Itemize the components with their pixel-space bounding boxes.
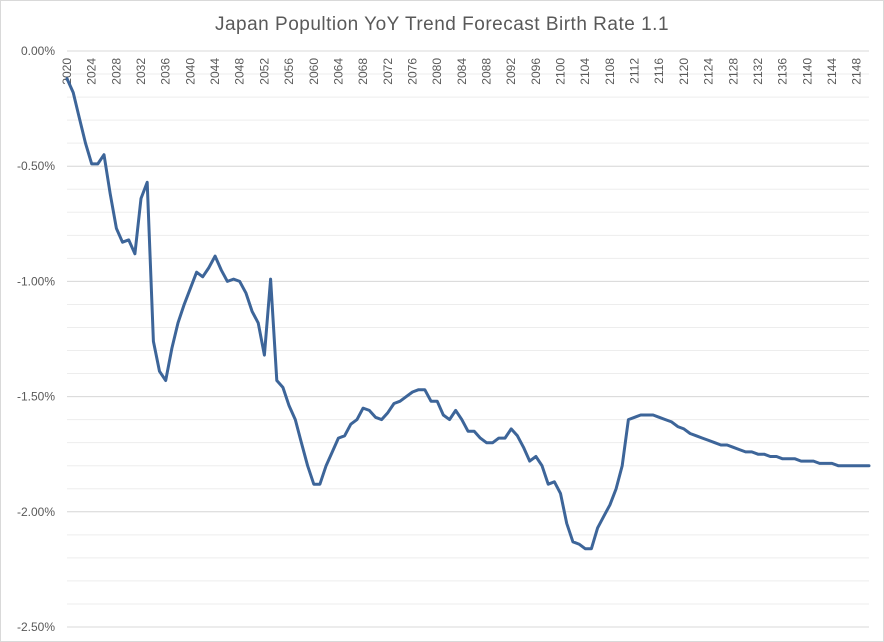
x-tick-label: 2020 bbox=[60, 58, 74, 85]
x-tick-label: 2116 bbox=[652, 58, 666, 84]
x-tick-label: 2076 bbox=[405, 58, 419, 85]
x-tick-label: 2136 bbox=[776, 58, 790, 85]
series-line bbox=[65, 77, 871, 551]
y-tick-label: -0.50% bbox=[17, 159, 55, 173]
x-tick-label: 2028 bbox=[109, 58, 123, 85]
x-tick-label: 2088 bbox=[480, 58, 494, 85]
y-tick-label: -2.00% bbox=[17, 505, 55, 519]
x-tick-label: 2036 bbox=[159, 58, 173, 85]
x-tick-label: 2084 bbox=[455, 58, 469, 85]
x-tick-label: 2140 bbox=[800, 58, 814, 85]
y-tick-label: -2.50% bbox=[17, 620, 55, 634]
x-tick-label: 2044 bbox=[208, 58, 222, 85]
x-tick-label: 2056 bbox=[282, 58, 296, 85]
x-tick-label: 2060 bbox=[307, 58, 321, 85]
x-tick-label: 2144 bbox=[825, 58, 839, 85]
x-tick-label: 2048 bbox=[233, 58, 247, 85]
x-tick-label: 2072 bbox=[381, 58, 395, 85]
chart-title: Japan Popultion YoY Trend Forecast Birth… bbox=[215, 14, 669, 35]
gridlines bbox=[67, 50, 869, 628]
x-tick-label: 2148 bbox=[850, 58, 864, 85]
x-tick-label: 2104 bbox=[578, 58, 592, 85]
x-tick-label: 2124 bbox=[702, 58, 716, 85]
x-tick-label: 2100 bbox=[554, 58, 568, 85]
y-axis-tick-labels: 0.00% -0.50% -1.00% -1.50% -2.00% -2.50% bbox=[17, 44, 55, 634]
x-tick-label: 2032 bbox=[134, 58, 148, 85]
x-tick-label: 2096 bbox=[529, 58, 543, 85]
y-tick-label: -1.50% bbox=[17, 390, 55, 404]
x-tick-label: 2064 bbox=[331, 58, 345, 85]
x-tick-label: 2052 bbox=[257, 58, 271, 85]
x-tick-label: 2068 bbox=[356, 58, 370, 85]
x-tick-label: 2080 bbox=[430, 58, 444, 85]
x-tick-label: 2120 bbox=[677, 58, 691, 85]
x-tick-label: 2092 bbox=[504, 58, 518, 85]
x-axis-tick-labels: 2020 2024 2028 2032 2036 2040 2044 2048 2052 2056… bbox=[60, 58, 864, 85]
series-layer bbox=[65, 77, 871, 551]
x-tick-label: 2024 bbox=[85, 58, 99, 85]
y-tick-label: -1.00% bbox=[17, 274, 55, 288]
x-tick-label: 2040 bbox=[183, 58, 197, 85]
y-tick-label: 0.00% bbox=[21, 44, 55, 58]
x-tick-label: 2108 bbox=[603, 58, 617, 85]
x-tick-label: 2128 bbox=[726, 58, 740, 85]
x-tick-label: 2112 bbox=[628, 58, 642, 84]
x-tick-label: 2132 bbox=[751, 58, 765, 85]
